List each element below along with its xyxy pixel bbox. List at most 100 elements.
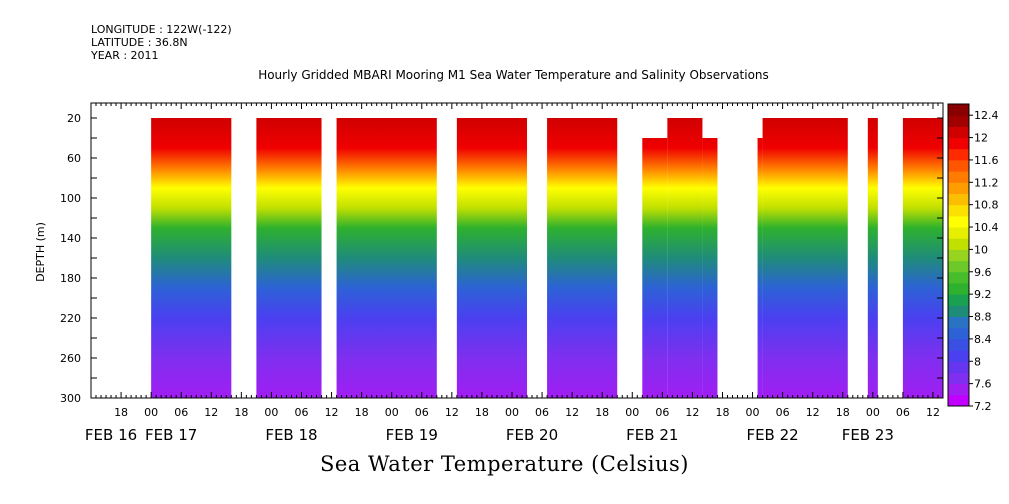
data-block [642,138,668,398]
y-tick-label: 20 [67,112,81,125]
x-hour-label: 00 [866,406,880,419]
x-hour-label: 12 [565,406,579,419]
data-block [456,118,528,398]
colorbar-segment [948,394,969,407]
colorbar-segment [948,171,969,183]
data-block [256,118,322,398]
x-hour-label: 18 [355,406,369,419]
x-hour-label: 18 [836,406,850,419]
colorbar-label: 8.8 [974,311,992,324]
y-tick-label: 140 [60,232,81,245]
colorbar-label: 8.4 [974,333,992,346]
colorbar-label: 11.2 [974,176,999,189]
x-hour-label: 18 [475,406,489,419]
x-day-label: FEB 18 [265,426,317,444]
x-hour-label: 12 [325,406,339,419]
colorbar-segment [948,115,969,127]
x-hour-label: 18 [114,406,128,419]
colorbar-label: 10.8 [974,199,999,212]
colorbar-segment [948,305,969,318]
x-hour-label: 06 [174,406,188,419]
x-hour-label: 12 [685,406,699,419]
year-label: YEAR : 2011 [91,49,159,62]
colorbar-label: 7.2 [974,400,992,413]
x-hour-label: 00 [144,406,158,419]
x-hour-label: 06 [896,406,910,419]
x-day-label: FEB 17 [145,426,197,444]
data-block [902,118,943,398]
data-block [757,138,763,398]
x-axis-title: Sea Water Temperature (Celsius) [319,452,689,476]
colorbar-label: 9.6 [974,266,992,279]
y-axis: 20 60 100 140 180 220 260 300 [60,112,943,405]
x-day-label: FEB 20 [506,426,558,444]
colorbar-segment [948,361,969,373]
data-blocks [151,118,943,398]
colorbar-segment [948,137,969,150]
colorbar-segment [948,148,969,161]
y-tick-label: 300 [60,392,81,405]
colorbar-segment [948,372,969,385]
colorbar-segment [948,193,969,206]
colorbar-label: 10.4 [974,221,999,234]
x-hour-label: 18 [595,406,609,419]
data-block [547,118,618,398]
colorbar-segment [948,383,969,396]
colorbar-segment [948,327,969,340]
data-block [336,118,437,398]
x-hour-label: 00 [264,406,278,419]
x-day-label: FEB 21 [626,426,678,444]
y-axis-label: DEPTH (m) [34,222,47,282]
x-hour-label: 18 [234,406,248,419]
colorbar-segment [948,238,969,250]
x-hour-label: 12 [806,406,820,419]
chart-title: Hourly Gridded MBARI Mooring M1 Sea Wate… [258,68,769,82]
y-tick-label: 60 [67,152,81,165]
colorbar-segment [948,316,969,329]
x-hour-label: 06 [776,406,790,419]
x-hour-label: 00 [385,406,399,419]
x-hour-label: 18 [715,406,729,419]
x-hour-label: 06 [415,406,429,419]
colorbar-segment [948,159,969,172]
data-block [151,118,232,398]
latitude-label: LATITUDE : 36.8N [91,36,188,49]
y-tick-label: 260 [60,352,81,365]
x-hour-label: 06 [294,406,308,419]
colorbar-segment [948,282,969,295]
colorbar-segment [948,338,969,351]
x-hour-label: 00 [746,406,760,419]
x-hour-label: 00 [625,406,639,419]
colorbar-segment [948,260,969,273]
longitude-label: LONGITUDE : 122W(-122) [91,23,232,36]
colorbar-label: 8 [974,355,981,368]
data-block [762,118,848,398]
data-block [867,118,878,398]
x-day-label: FEB 22 [746,426,798,444]
colorbar: 12.4 12 11.6 11.2 10.8 10.4 10 9.6 9.2 8.8 8.4 8 7.6… [947,103,999,413]
x-hour-label: 12 [926,406,940,419]
colorbar-segment [948,271,969,284]
data-block [667,118,703,398]
x-hour-label: 06 [655,406,669,419]
x-hour-label: 00 [505,406,519,419]
y-tick-label: 180 [60,272,81,285]
colorbar-segment [948,104,969,116]
colorbar-segment [948,204,969,217]
y-tick-label: 220 [60,312,81,325]
colorbar-label: 9.2 [974,288,992,301]
x-day-label: FEB 19 [386,426,438,444]
colorbar-label: 12 [974,132,988,145]
colorbar-segment [948,249,969,262]
y-tick-label: 100 [60,192,81,205]
colorbar-segment [948,350,969,362]
x-day-label: FEB 23 [842,426,894,444]
colorbar-segment [948,182,969,194]
x-day-label: FEB 16 [85,426,137,444]
x-hour-label: 12 [204,406,218,419]
colorbar-label: 10 [974,243,988,256]
colorbar-segment [948,294,969,306]
colorbar-border [947,103,970,407]
x-axis: 18 00 06 12 18 00 06 12 18 00 06 12 18 00 06 12 18 00 06 12… [85,103,944,444]
